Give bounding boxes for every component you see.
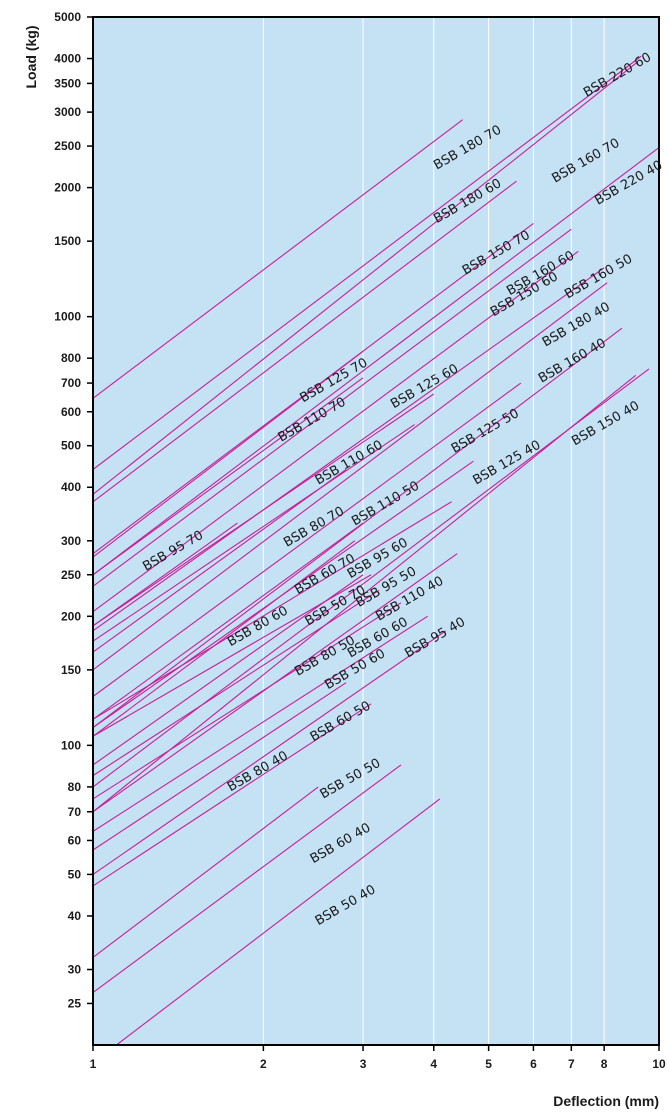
y-tick-label: 100 [61, 738, 81, 752]
series-line-bsb-125-50 [92, 382, 522, 697]
x-tick-label: 5 [485, 1057, 492, 1071]
y-tick-label: 150 [61, 663, 81, 677]
y-tick-label: 400 [61, 480, 81, 494]
series-line-bsb-180-40 [92, 282, 608, 671]
x-tick-label: 8 [601, 1057, 608, 1071]
series-line-bsb-180-70 [92, 119, 464, 399]
series-line-bsb-80-40 [92, 703, 372, 887]
x-tick-label: 1 [90, 1057, 97, 1071]
series-line-bsb-60-70 [92, 522, 364, 720]
series-line-bsb-180-60 [92, 180, 517, 503]
series-line-bsb-125-70 [92, 350, 364, 558]
series-line-bsb-150-70 [92, 222, 534, 555]
y-tick-label: 70 [68, 805, 82, 819]
y-tick-label: 250 [61, 568, 81, 582]
series-line-bsb-95-40 [92, 630, 447, 875]
y-tick-label: 25 [68, 996, 82, 1010]
plot-frame [92, 16, 660, 1046]
x-axis-ticks: 1 2 3 4 5 6 7 8 10 [90, 1045, 666, 1071]
series-line-bsb-160-50 [92, 267, 605, 632]
y-tick-label: 4000 [54, 52, 81, 66]
x-tick-label: 6 [530, 1057, 537, 1071]
y-tick-label: 1000 [54, 310, 81, 324]
series-line-bsb-220-60 [92, 55, 642, 470]
y-tick-label: 600 [61, 405, 81, 419]
y-tick-label: 60 [68, 833, 82, 847]
y-axis-title: Load (kg) [23, 26, 39, 89]
y-tick-label: 50 [68, 867, 82, 881]
series-line-bsb-95-70 [92, 522, 238, 627]
series-line-bsb-50-60 [92, 615, 428, 832]
plot-area [93, 17, 659, 1045]
series-line-bsb-125-40 [92, 374, 637, 813]
series-line-bsb-220-40 [92, 147, 660, 576]
series-line-bsb-60-60 [92, 602, 402, 800]
series-line-bsb-110-60 [92, 424, 415, 642]
series-line-bsb-60-40 [92, 764, 402, 994]
y-tick-label: 700 [61, 376, 81, 390]
y-tick-label: 500 [61, 439, 81, 453]
x-tick-label: 7 [568, 1057, 575, 1071]
y-tick-label: 80 [68, 780, 82, 794]
y-tick-label: 5000 [54, 10, 81, 24]
series-lines [92, 55, 660, 1046]
y-tick-label: 200 [61, 609, 81, 623]
series-line-bsb-160-60 [92, 228, 572, 587]
y-tick-label: 800 [61, 351, 81, 365]
x-tick-label: 3 [360, 1057, 367, 1071]
series-line-bsb-80-70 [92, 469, 347, 653]
series-line-bsb-125-60 [92, 393, 435, 627]
series-line-bsb-50-70 [92, 540, 356, 737]
y-tick-label: 1500 [54, 234, 81, 248]
x-tick-label: 4 [430, 1057, 437, 1071]
series-line-bsb-150-60 [92, 250, 579, 613]
series-line-bsb-110-70 [92, 377, 364, 576]
series-line-bsb-160-70 [92, 62, 637, 495]
y-tick-label: 3500 [54, 76, 81, 90]
series-line-bsb-160-40 [92, 327, 623, 729]
y-tick-label: 300 [61, 534, 81, 548]
series-line-bsb-50-50 [92, 786, 319, 958]
x-tick-label: 2 [260, 1057, 267, 1071]
y-tick-label: 2000 [54, 181, 81, 195]
series-line-bsb-80-60 [92, 574, 364, 766]
y-tick-label: 30 [68, 963, 82, 977]
y-tick-label: 3000 [54, 105, 81, 119]
series-line-bsb-50-40 [116, 798, 441, 1046]
series-line-bsb-95-60 [92, 501, 452, 720]
y-axis-ticks: 25 30 40 50 60 70 80 100 150 200 250 300 400 500 600 70… [54, 10, 93, 1010]
series-line-bsb-60-50 [92, 682, 347, 851]
x-tick-label: 10 [652, 1057, 666, 1071]
series-line-bsb-80-50 [92, 589, 380, 777]
y-tick-label: 40 [68, 909, 82, 923]
y-tick-label: 2500 [54, 139, 81, 153]
x-axis-title: Deflection (mm) [553, 1093, 659, 1109]
